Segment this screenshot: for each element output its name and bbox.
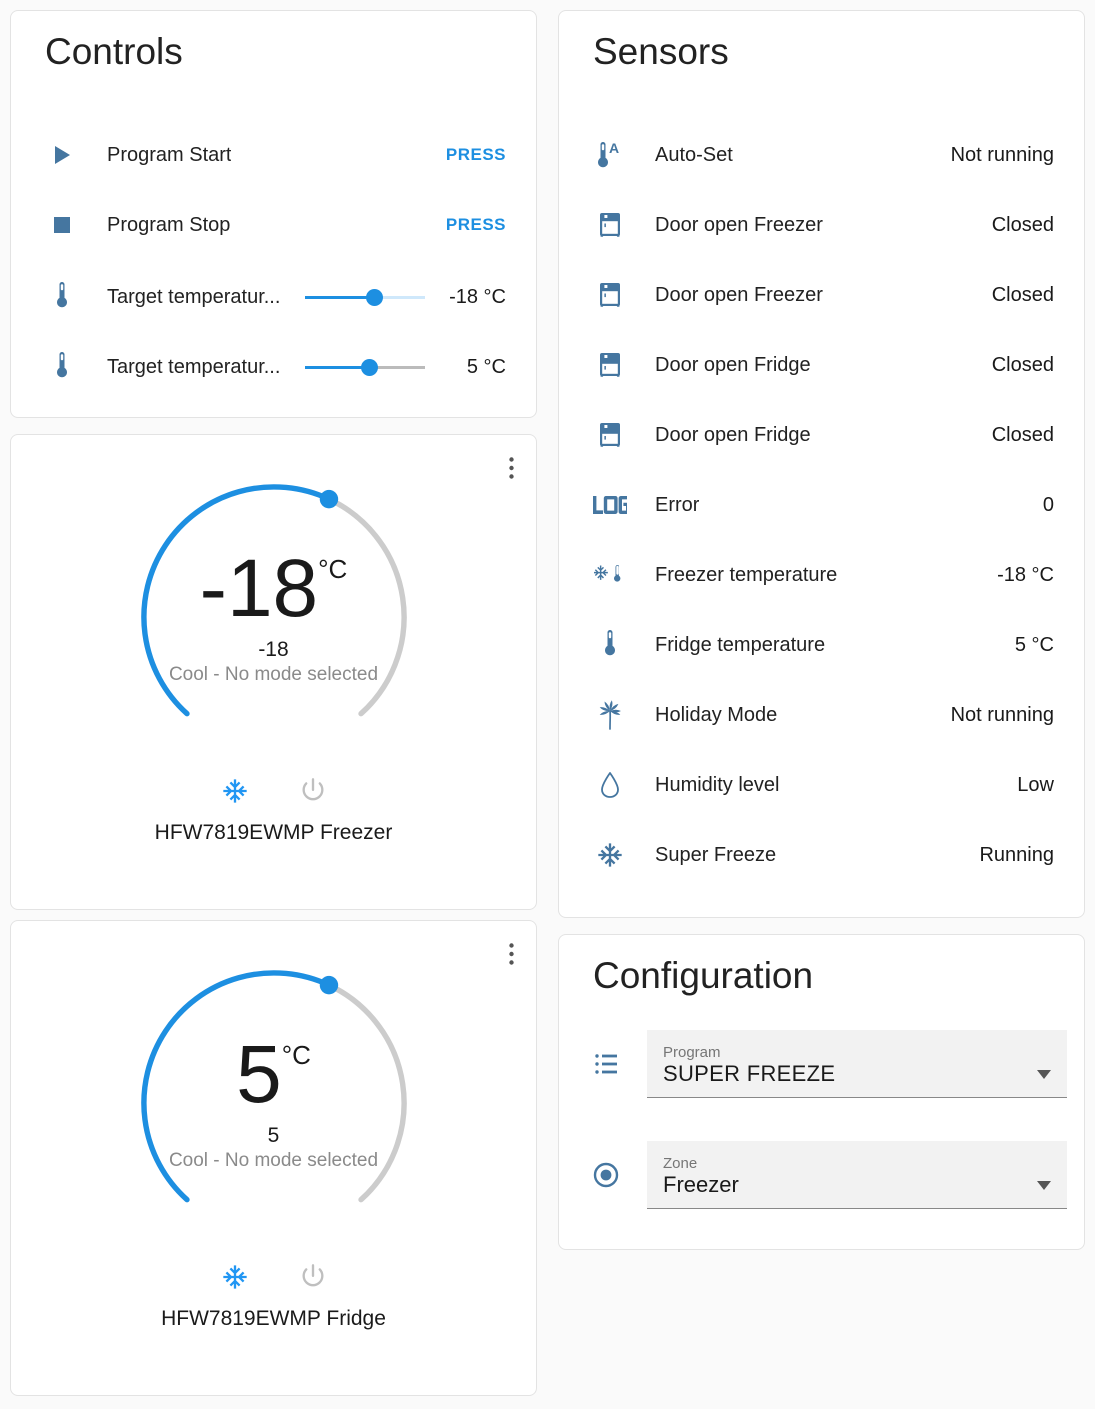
svg-text:A: A xyxy=(609,140,619,156)
